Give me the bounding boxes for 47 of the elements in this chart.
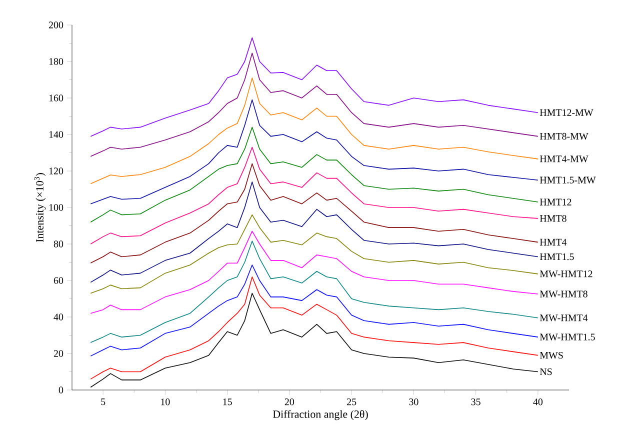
line-series <box>90 264 538 356</box>
x-axis-title: Diffraction angle (2θ) <box>272 410 368 420</box>
line-series <box>90 37 538 137</box>
y-tick-label: 60 <box>54 277 64 284</box>
series-label: HMT1.5-MW <box>540 176 596 184</box>
line-series <box>90 99 538 204</box>
y-axis-title: Intensity (×10$^{3}$) <box>34 173 46 242</box>
y-tick-label: 80 <box>54 240 64 248</box>
x-tick-label: 20 <box>284 398 294 406</box>
x-tick-label: 5 <box>101 398 106 406</box>
series-label: HMT4 <box>540 238 567 246</box>
series-label: MW-HMT1.5 <box>540 334 595 340</box>
x-tick-label: 25 <box>347 398 356 406</box>
series-label: MWS <box>540 352 563 359</box>
y-tick-label: 180 <box>49 58 64 65</box>
y-tick-label: 160 <box>49 94 64 102</box>
line-series <box>90 182 538 283</box>
x-tick-label: 40 <box>533 398 543 406</box>
y-tick-label: 140 <box>49 131 64 138</box>
y-tick-label: 20 <box>54 350 64 357</box>
line-series <box>90 146 538 244</box>
series-label: HMT4-MW <box>540 156 588 162</box>
series-label: HMT8 <box>540 215 566 222</box>
series-label: MW-HMT8 <box>540 290 588 298</box>
series-label: MW-HMT4 <box>540 314 588 322</box>
line-series <box>90 126 538 222</box>
series-label: NS <box>540 368 552 376</box>
y-tick-label: 200 <box>48 22 64 28</box>
line-series <box>90 214 538 294</box>
y-tick-label: 120 <box>49 168 64 174</box>
series-label: HMT12-MW <box>540 109 594 116</box>
x-tick-label: 15 <box>223 398 232 406</box>
line-series <box>90 276 538 380</box>
series-label: MW-HMT12 <box>540 270 592 278</box>
line-series <box>90 78 538 184</box>
x-tick-label: 35 <box>471 398 480 406</box>
line-series <box>90 230 538 314</box>
x-tick-label: 30 <box>409 398 418 406</box>
series-label: HMT1.5 <box>540 253 574 260</box>
line-series <box>90 240 538 343</box>
y-tick-label: 100 <box>49 204 64 211</box>
series-label: HMT8-MW <box>540 132 588 140</box>
series-label: HMT12 <box>540 198 572 206</box>
x-tick-label: 10 <box>161 398 170 406</box>
y-tick-label: 0 <box>58 386 64 394</box>
y-tick-label: 40 <box>54 314 64 320</box>
line-series <box>90 163 538 264</box>
